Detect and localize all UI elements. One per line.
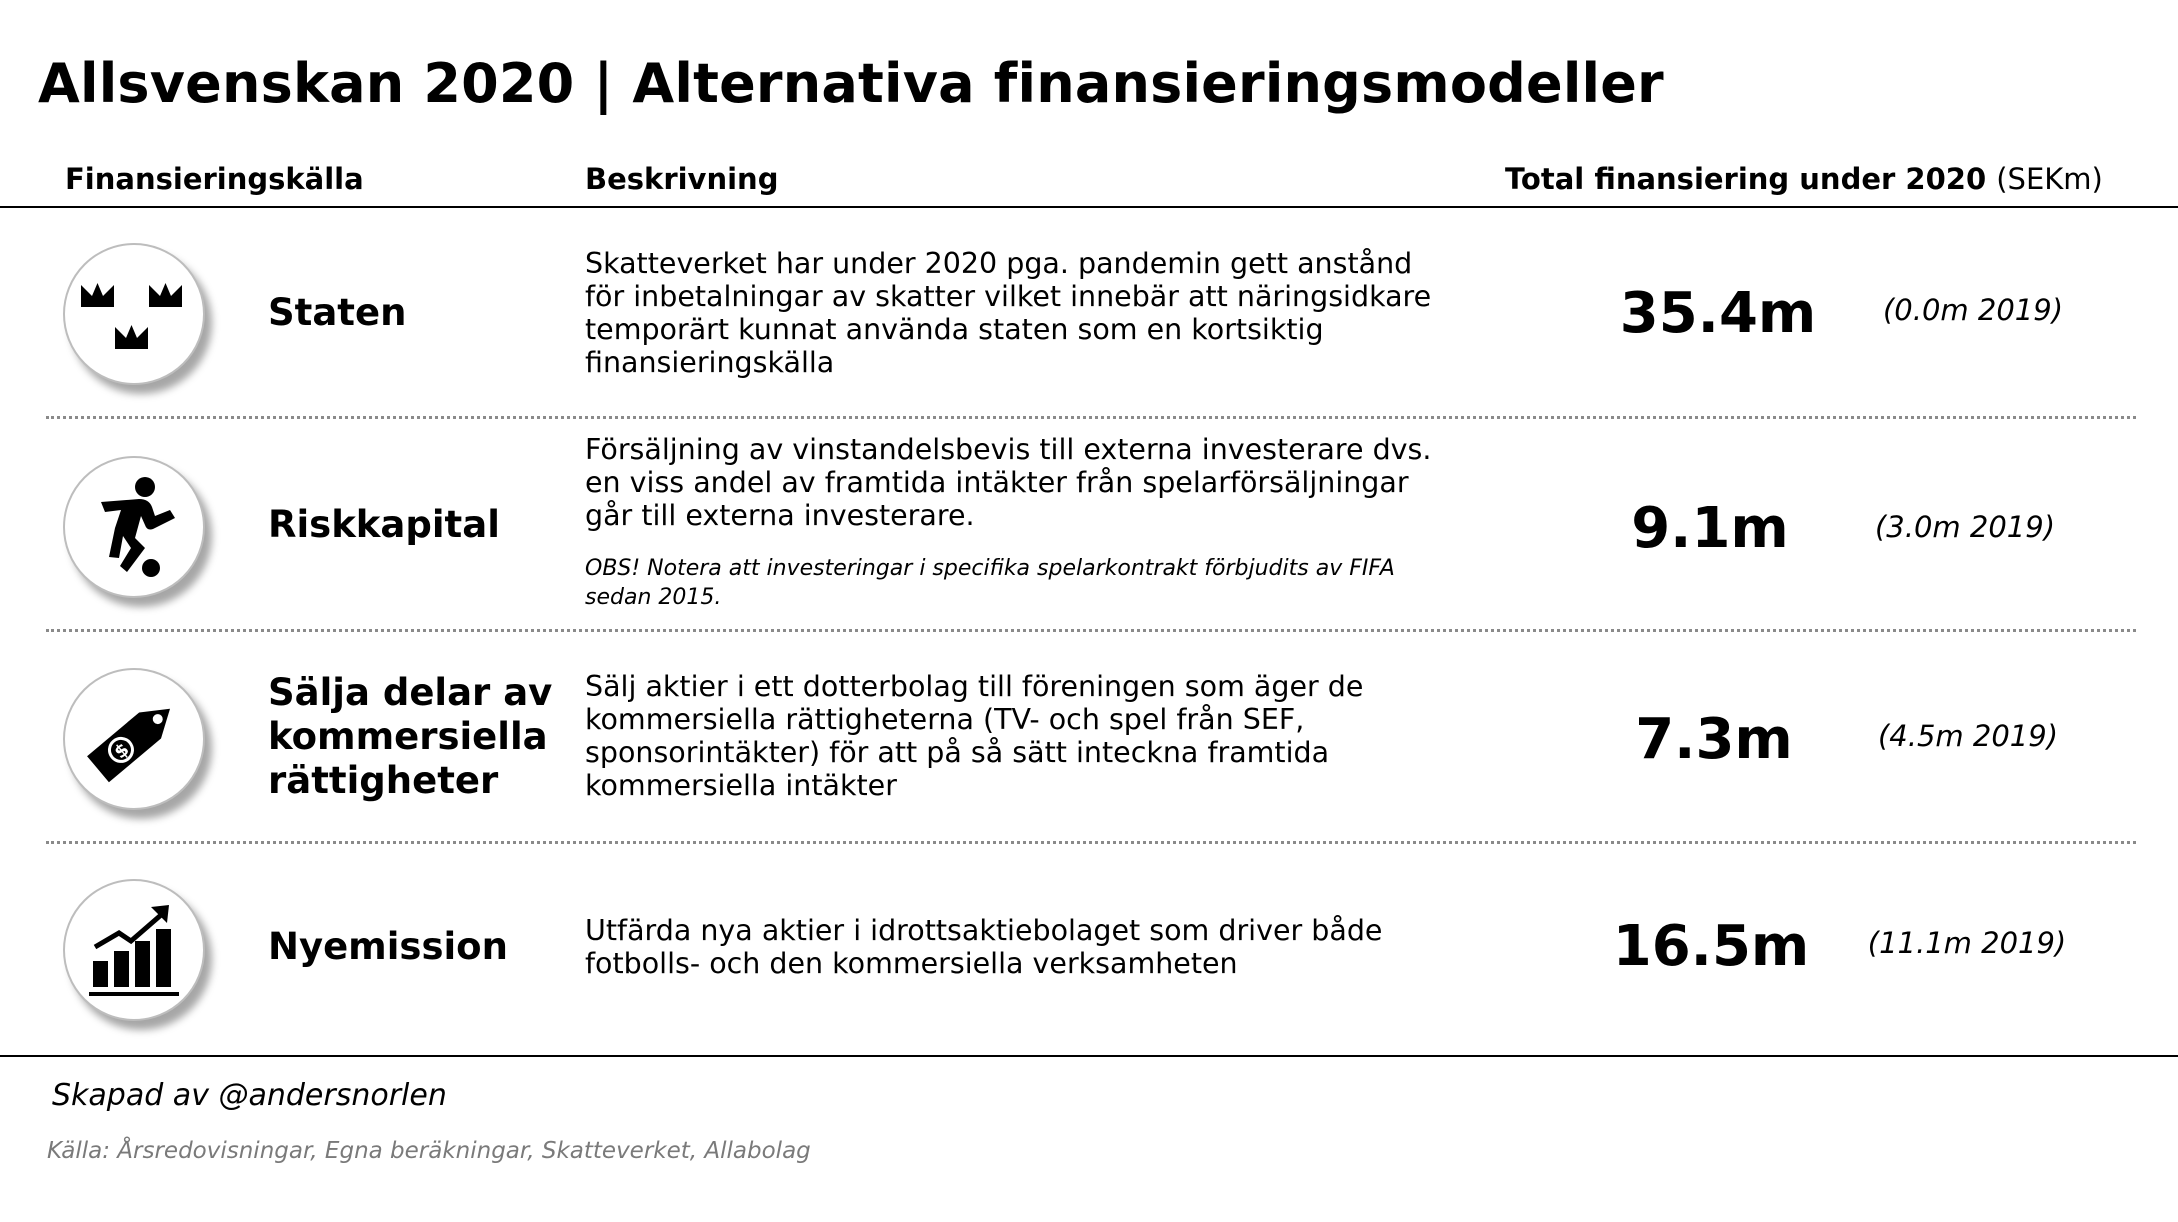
previous-year-amount: (4.5m 2019) xyxy=(1877,719,2059,753)
total-amount: 9.1m xyxy=(1631,496,1789,561)
description-text: Sälj aktier i ett dotterbolag till fören… xyxy=(585,670,1364,802)
three-crowns-icon xyxy=(81,283,182,349)
column-header-total: Total finansiering under 2020 (SEKm) xyxy=(1505,162,2103,196)
icon-badge xyxy=(63,243,205,385)
source-label: Riskkapital xyxy=(268,503,500,546)
description: Skatteverket har under 2020 pga. pandemi… xyxy=(585,247,1445,379)
icon-badge xyxy=(63,456,205,598)
previous-year-amount: (0.0m 2019) xyxy=(1882,293,2064,327)
description-text: Försäljning av vinstandelsbevis till ext… xyxy=(585,433,1432,532)
page-title: Allsvenskan 2020 | Alternativa finansier… xyxy=(38,52,1664,115)
football-player-icon xyxy=(101,477,175,577)
header-divider xyxy=(0,206,2178,208)
table-row-riskkapital: Riskkapital Försäljning av vinstandelsbe… xyxy=(0,418,2178,630)
total-amount: 35.4m xyxy=(1619,281,1817,346)
description: Försäljning av vinstandelsbevis till ext… xyxy=(585,433,1445,612)
column-header-source: Finansieringskälla xyxy=(65,162,364,196)
previous-year-amount: (11.1m 2019) xyxy=(1867,926,2067,960)
icon-badge: $ xyxy=(63,668,205,810)
description-text: Skatteverket har under 2020 pga. pandemi… xyxy=(585,247,1432,379)
credit-text: Skapad av @andersnorlen xyxy=(52,1078,447,1113)
row-divider xyxy=(46,841,2136,844)
description-text: Utfärda nya aktier i idrottsaktiebolaget… xyxy=(585,914,1383,980)
price-tag-dollar-icon: $ xyxy=(87,708,171,783)
growth-bar-chart-icon xyxy=(89,905,179,996)
footer-divider xyxy=(0,1055,2178,1057)
row-divider xyxy=(46,629,2136,632)
table-row-nyemission: Nyemission Utfärda nya aktier i idrottsa… xyxy=(0,843,2178,1055)
source-label: Nyemission xyxy=(268,925,508,968)
description-note: OBS! Notera att investeringar i specifik… xyxy=(585,556,1395,610)
total-amount: 16.5m xyxy=(1612,914,1810,979)
source-citation: Källa: Årsredovisningar, Egna beräkninga… xyxy=(47,1138,811,1164)
column-header-description: Beskrivning xyxy=(585,162,779,196)
source-label: Staten xyxy=(268,291,407,334)
table-row-kommersiella: $ Sälja delar av kommersiella rättighete… xyxy=(0,631,2178,843)
table-row-staten: Staten Skatteverket har under 2020 pga. … xyxy=(0,206,2178,418)
source-label: Sälja delar av kommersiella rättigheter xyxy=(268,671,553,802)
icon-badge xyxy=(63,879,205,1021)
total-amount: 7.3m xyxy=(1635,707,1793,772)
column-header-total-label: Total finansiering under 2020 xyxy=(1505,162,1987,196)
description: Utfärda nya aktier i idrottsaktiebolaget… xyxy=(585,914,1445,980)
column-header-total-unit: (SEKm) xyxy=(1996,162,2103,196)
row-divider xyxy=(46,416,2136,419)
previous-year-amount: (3.0m 2019) xyxy=(1874,510,2056,544)
description: Sälj aktier i ett dotterbolag till fören… xyxy=(585,670,1445,802)
